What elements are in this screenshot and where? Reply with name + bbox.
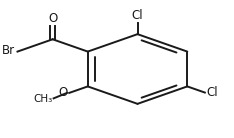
Text: Cl: Cl	[132, 9, 143, 22]
Text: O: O	[48, 12, 57, 25]
Text: O: O	[59, 86, 68, 99]
Text: Cl: Cl	[206, 86, 218, 99]
Text: Br: Br	[2, 44, 15, 57]
Text: CH₃: CH₃	[33, 94, 52, 104]
